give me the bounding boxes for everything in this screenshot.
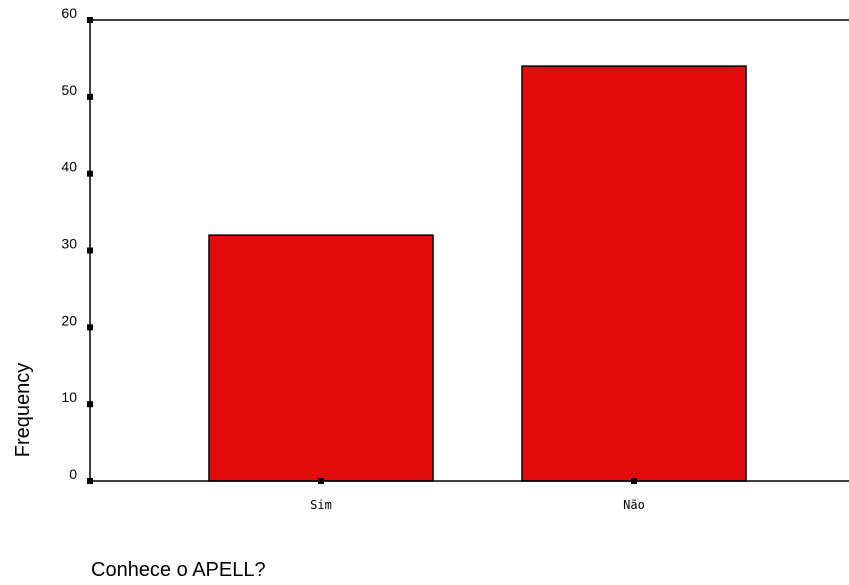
y-tick-mark bbox=[87, 401, 93, 408]
x-tick-label: Sim bbox=[310, 498, 332, 512]
y-tick-mark bbox=[87, 17, 93, 23]
y-axis-title: Frequency bbox=[12, 363, 34, 458]
x-tick-mark bbox=[631, 478, 637, 484]
x-tick-mark bbox=[318, 478, 324, 484]
x-tick-label: Não bbox=[623, 498, 645, 512]
bar-1 bbox=[521, 65, 747, 482]
bars-layer bbox=[208, 65, 747, 482]
y-tick-label: 0 bbox=[69, 466, 77, 482]
y-tick-mark bbox=[87, 93, 93, 100]
y-tick-mark bbox=[87, 478, 93, 484]
x-axis-title: Conhece o APELL? bbox=[91, 559, 266, 580]
y-tick-label: 10 bbox=[61, 389, 77, 405]
bar-0 bbox=[208, 234, 434, 482]
y-tick-label: 40 bbox=[61, 159, 77, 175]
x-ticks: Sim Não bbox=[310, 478, 645, 512]
y-tick-label: 20 bbox=[61, 312, 77, 328]
y-tick-label: 50 bbox=[61, 82, 77, 98]
y-tick-label: 30 bbox=[61, 236, 77, 252]
y-tick-label: 60 bbox=[61, 5, 77, 21]
y-tick-mark bbox=[87, 247, 93, 254]
y-tick-mark bbox=[87, 324, 93, 331]
y-ticks: 0 10 20 30 40 50 60 bbox=[61, 5, 93, 484]
y-tick-mark bbox=[87, 170, 93, 177]
